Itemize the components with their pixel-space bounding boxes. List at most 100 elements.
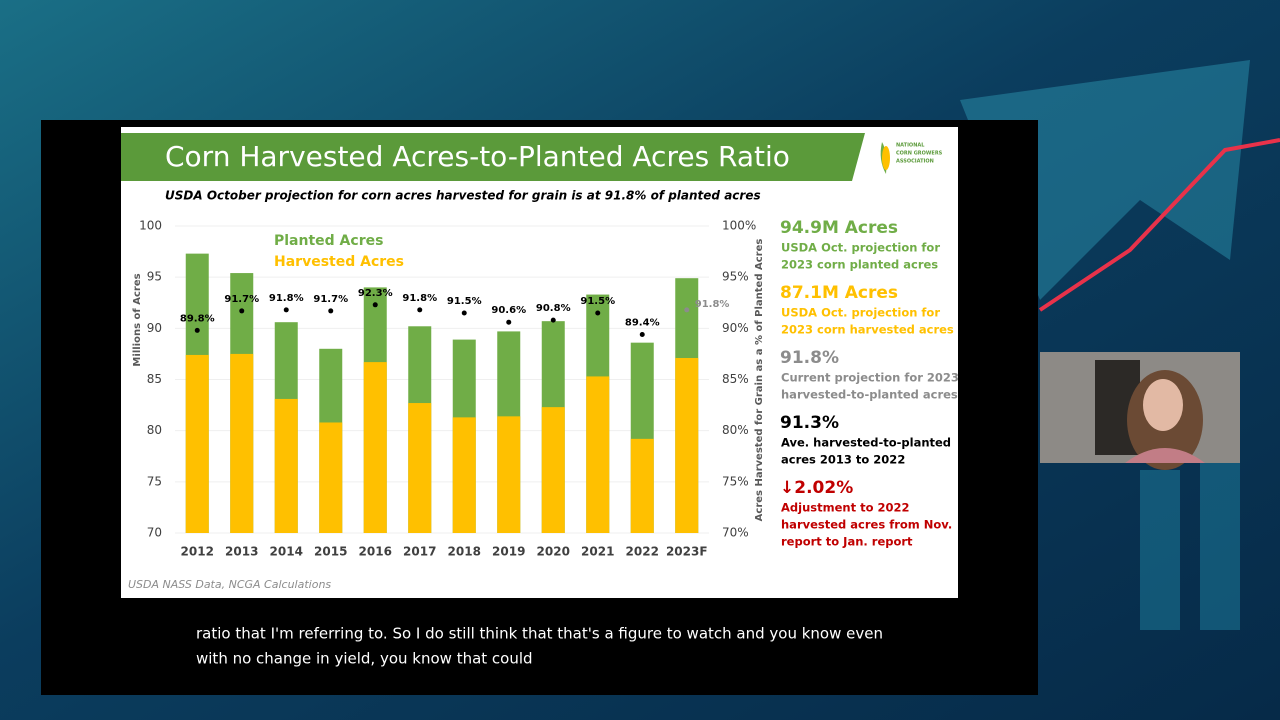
y2-tick-label: 100% [722,219,756,233]
y-tick-label: 90 [147,321,162,335]
bg-trend-line [1038,138,1280,312]
y2-tick-label: 75% [722,474,749,488]
bar [408,403,432,533]
y2-tick-label: 90% [722,321,749,335]
logo-text: ASSOCIATION [896,159,934,165]
stat-text: 2023 corn harvested acres [781,323,954,337]
x-tick-label: 2016 [359,545,392,559]
y2-tick-label: 85% [722,372,749,386]
ratio-point [506,319,512,325]
ratio-point [372,302,378,308]
x-tick-label: 2022 [626,545,659,559]
bar [363,362,387,533]
x-tick-label: 2020 [537,545,570,559]
x-tick-label: 2013 [225,545,258,559]
stat-value: 94.9M Acres [780,218,898,238]
stat-text: USDA Oct. projection for [781,241,940,255]
x-tick-label: 2019 [492,545,525,559]
bar [185,354,209,533]
subtitle: USDA October projection for corn acres h… [165,189,761,203]
y-tick-label: 70 [147,526,162,540]
stat-text: 2023 corn planted acres [781,258,938,272]
stat-value: 91.8% [780,348,839,368]
x-tick-label: 2014 [270,545,303,559]
y2-tick-label: 70% [722,526,749,540]
data-label: 89.8% [180,313,215,324]
x-tick-label: 2023F [666,545,708,559]
x-tick-label: 2021 [581,545,614,559]
data-label: 91.5% [447,296,482,307]
logo-text: NATIONAL [896,143,925,149]
webcam-shirt [1125,448,1205,463]
title-bar [121,133,865,181]
stat-value: 87.1M Acres [780,283,898,303]
x-tick-label: 2015 [314,545,347,559]
stat-text: acres 2013 to 2022 [781,453,905,467]
stat-value: 91.3% [780,413,839,433]
y-tick-label: 100 [139,219,162,233]
stat-text: harvested acres from Nov. [781,518,952,532]
stat-text: Ave. harvested-to-planted [781,436,951,450]
ratio-point [283,307,289,313]
ratio-point [194,327,200,333]
bar [630,438,654,533]
webcam-face [1143,379,1183,431]
y-tick-label: 95 [147,270,162,284]
slide [121,127,958,598]
y-axis-label: Millions of Acres [132,273,143,366]
stat-text: USDA Oct. projection for [781,306,940,320]
ratio-point [417,307,423,313]
logo-text: CORN GROWERS [896,151,943,157]
data-label: 90.6% [491,305,526,316]
bar [274,398,298,533]
x-tick-label: 2018 [448,545,481,559]
legend-entry: Harvested Acres [274,254,404,270]
data-label: 89.4% [625,317,660,328]
bar [541,407,565,533]
webcam [1040,352,1240,470]
data-label: 91.5% [580,296,615,307]
legend-entry: Planted Acres [274,233,383,249]
ratio-point [461,310,467,316]
stat-text: Current projection for 2023 [781,371,959,385]
stat-text: harvested-to-planted acres [781,388,958,402]
y-tick-label: 75 [147,474,162,488]
data-label: 91.8% [269,293,304,304]
bar [452,417,476,533]
data-label: 91.7% [313,294,348,305]
bg-bar [1140,470,1180,630]
source: USDA NASS Data, NCGA Calculations [128,578,331,591]
logo-cob [882,146,890,170]
y2-tick-label: 95% [722,270,749,284]
data-label: 90.8% [536,303,571,314]
data-label: 92.3% [358,288,393,299]
slide-title: Corn Harvested Acres-to-Planted Acres Ra… [165,140,790,173]
data-label: 91.8% [695,299,730,310]
caption: ratio that I'm referring to. So I do sti… [196,625,883,643]
stat-value: ↓2.02% [780,478,853,498]
ratio-point [639,331,645,337]
y-tick-label: 80 [147,423,162,437]
ratio-point [595,310,601,316]
y-tick-label: 85 [147,372,162,386]
bar [497,416,521,533]
ratio-point [550,317,556,323]
caption: with no change in yield, you know that c… [196,650,533,668]
stat-text: Adjustment to 2022 [781,501,909,515]
bar [586,376,610,533]
y2-tick-label: 80% [722,423,749,437]
bar [675,358,699,533]
x-tick-label: 2012 [181,545,214,559]
x-tick-label: 2017 [403,545,436,559]
logo: NATIONAL CORN GROWERS ASSOCIATION [880,142,943,174]
ratio-point [239,308,245,314]
stat-text: report to Jan. report [781,535,913,549]
bar [230,353,254,533]
y2-axis-label: Acres Harvested for Grain as a % of Plan… [754,239,765,522]
data-label: 91.8% [402,293,437,304]
ratio-point [684,307,690,313]
bar [319,422,343,533]
data-label: 91.7% [224,294,259,305]
